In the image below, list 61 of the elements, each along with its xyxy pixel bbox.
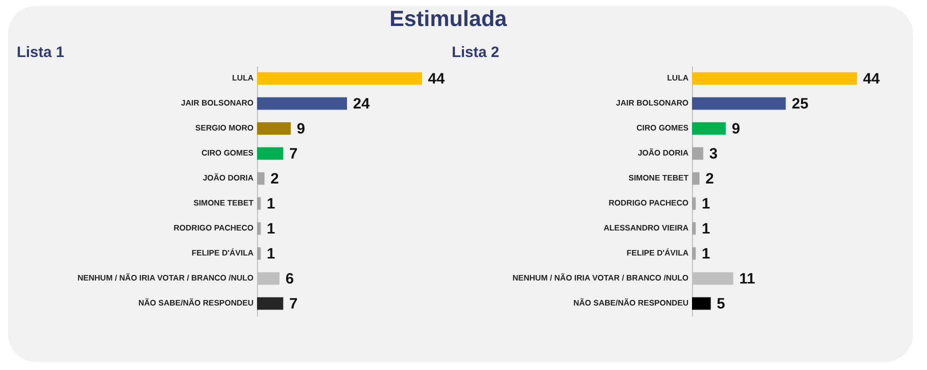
data-label: 9 <box>296 120 306 138</box>
data-label: 25 <box>792 96 808 112</box>
bar <box>257 147 284 160</box>
data-label: 44 <box>863 70 880 88</box>
y-tick-label: NÃO SABE/NÃO RESPONDEU <box>573 298 689 308</box>
data-label: 7 <box>289 296 298 312</box>
text: Lista 1 <box>16 44 64 61</box>
text: Estimulada <box>390 6 508 31</box>
data-label: 11 <box>739 270 756 288</box>
data-label: 7 <box>289 146 298 162</box>
text: Lista 2 <box>452 44 500 61</box>
data-label: 1 <box>702 246 710 262</box>
y-tick-label: SERGIO MORO <box>195 124 254 132</box>
y-tick-label: LULA <box>232 74 254 82</box>
data-label: 1 <box>266 196 276 212</box>
y-tick-label: LULA <box>667 74 689 82</box>
y-tick-label: RODRIGO PACHECO <box>608 198 688 208</box>
data-label: 6 <box>286 270 294 288</box>
data-label: 3 <box>709 146 718 162</box>
data-label: 24 <box>353 96 370 112</box>
bar <box>257 97 347 110</box>
data-label: 1 <box>702 196 710 212</box>
bar <box>257 247 261 260</box>
data-label: 2 <box>706 170 714 188</box>
y-tick-label: CIRO GOMES <box>636 124 690 132</box>
bar <box>692 147 704 160</box>
data-label: 5 <box>716 296 726 312</box>
bar <box>257 197 261 210</box>
y-tick-label: RODRIGO PACHECO <box>174 224 254 232</box>
data-label: 44 <box>428 70 446 88</box>
bar <box>257 122 291 135</box>
y-tick-label: JOÃO DORIA <box>202 172 254 182</box>
data-label: 1 <box>266 220 276 238</box>
y-tick-label: FELIPE D'ÁVILA <box>626 248 689 258</box>
bar <box>692 97 786 110</box>
y-tick-label: ALESSANDRO VIEIRA <box>604 224 689 232</box>
y-tick-label: NENHUM / NÃO IRIA VOTAR / BRANCO /NULO <box>78 272 254 282</box>
y-tick-label: SIMONE TEBET <box>193 198 254 208</box>
y-tick-label: FELIPE D'ÁVILA <box>192 248 254 258</box>
bar <box>257 297 284 310</box>
bar <box>257 172 264 185</box>
data-label: 1 <box>266 246 276 262</box>
bar <box>257 72 422 85</box>
data-label: 2 <box>270 170 279 188</box>
bar <box>692 197 696 210</box>
bar <box>692 297 711 310</box>
y-tick-label: NENHUM / NÃO IRIA VOTAR / BRANCO /NULO <box>512 272 688 282</box>
y-tick-label: JAIR BOLSONARO <box>616 98 688 108</box>
bar <box>692 222 696 235</box>
data-label: 1 <box>702 220 710 238</box>
bar <box>692 247 696 260</box>
bar <box>257 222 261 235</box>
bar <box>692 122 726 135</box>
y-tick-label: CIRO GOMES <box>201 148 254 158</box>
y-tick-label: SIMONE TEBET <box>628 174 689 182</box>
bar <box>692 172 700 185</box>
data-label: 9 <box>732 120 740 138</box>
y-tick-label: JOÃO DORIA <box>638 148 689 158</box>
bar <box>692 72 857 85</box>
y-tick-label: JAIR BOLSONARO <box>181 98 254 108</box>
y-tick-label: NÃO SABE/NÃO RESPONDEU <box>138 298 254 308</box>
